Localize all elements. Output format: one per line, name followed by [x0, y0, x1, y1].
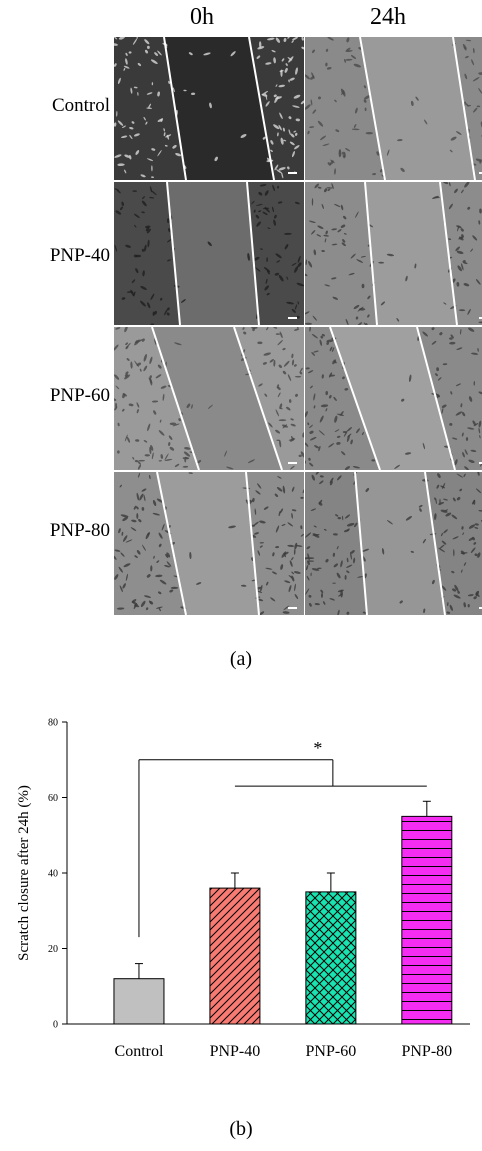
x-tick-label: PNP-80 — [401, 1043, 452, 1060]
x-tick-label: Control — [115, 1043, 164, 1060]
micrograph-pnp-60-0h — [114, 327, 304, 470]
bar-pattern-pnp-80 — [401, 816, 452, 1024]
column-header-24h: 24h — [370, 4, 406, 30]
row-label-pnp-80: PNP-80 — [49, 520, 110, 541]
micrograph-pnp-40-0h — [114, 182, 304, 325]
micrograph-control-0h — [114, 37, 304, 180]
micrograph-pnp-60-24h — [305, 327, 482, 470]
micrograph-pnp-80-0h — [114, 472, 304, 615]
y-tick-label: 80 — [48, 718, 58, 729]
row-label-control: Control — [51, 95, 110, 116]
bar-chart: 0 20 40 60 80 Scratch closure after 24h (%) Co… — [16, 718, 470, 1060]
figure-b-tag: (b) — [229, 1118, 253, 1140]
x-tick-label: PNP-60 — [306, 1043, 357, 1060]
x-tick-label: PNP-40 — [210, 1043, 261, 1060]
figure-a-tag: (a) — [229, 648, 253, 670]
y-tick-label: 40 — [48, 869, 58, 880]
row-label-pnp-40: PNP-40 — [49, 245, 110, 266]
y-tick-label: 0 — [53, 1020, 58, 1031]
row-label-pnp-60: PNP-60 — [49, 385, 110, 406]
micrograph-pnp-80-24h — [305, 472, 482, 615]
y-tick-label: 20 — [48, 944, 58, 955]
bar-pattern-pnp-60 — [305, 891, 356, 1024]
bar-pattern-pnp-40 — [209, 888, 260, 1024]
column-header-0h: 0h — [190, 4, 214, 30]
y-axis-label: Scratch closure after 24h (%) — [16, 785, 32, 961]
y-tick-label: 60 — [48, 793, 58, 804]
micrograph-control-24h — [305, 37, 482, 180]
micrograph-pnp-40-24h — [305, 182, 482, 325]
bar-control — [113, 978, 164, 1024]
significance-star: * — [313, 738, 322, 758]
